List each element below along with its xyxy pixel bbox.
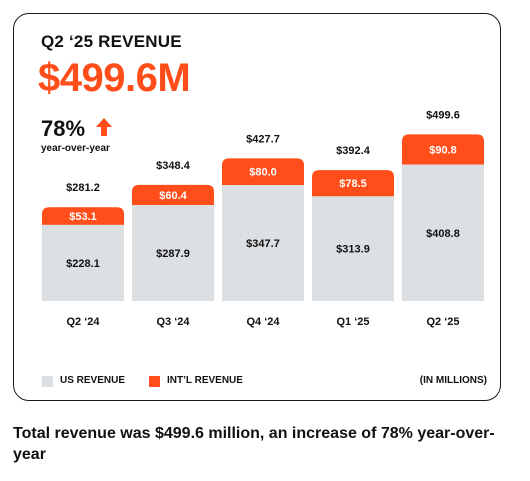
intl-value-label: $60.4 (159, 190, 187, 202)
bar-us-segment (132, 204, 214, 301)
intl-value-label: $53.1 (69, 211, 97, 223)
total-value-label: $499.6 (426, 109, 460, 121)
chart-card (13, 13, 501, 401)
caption-text: Total revenue was $499.6 million, an inc… (13, 425, 495, 463)
bar-intl-segment (222, 158, 304, 186)
total-value-label: $281.2 (66, 182, 100, 194)
x-tick-label: Q2 ‘25 (426, 316, 459, 328)
bar-us-segment (42, 224, 124, 301)
growth-percent: 78% (41, 116, 86, 141)
legend-intl-label: INT’L REVENUE (167, 375, 243, 386)
us-value-label: $313.9 (336, 244, 370, 256)
growth-label: year-over-year (41, 143, 110, 154)
bar-intl-segment (132, 184, 214, 205)
intl-value-label: $90.8 (429, 145, 457, 157)
units-label: (IN MILLIONS) (419, 375, 487, 386)
total-value-label: $392.4 (336, 145, 371, 157)
us-value-label: $347.7 (246, 238, 280, 250)
us-value-label: $287.9 (156, 248, 190, 260)
us-value-label: $408.8 (426, 228, 460, 240)
legend-intl-swatch (149, 376, 160, 387)
bar-us-segment (402, 164, 484, 301)
us-value-label: $228.1 (66, 258, 100, 270)
x-tick-label: Q2 ‘24 (66, 316, 100, 328)
x-tick-label: Q1 ‘25 (336, 316, 369, 328)
bar-intl-segment (42, 207, 124, 225)
bar-intl-segment (312, 170, 394, 197)
legend-us-label: US REVENUE (60, 375, 126, 386)
intl-value-label: $78.5 (339, 178, 367, 190)
chart-title: Q2 ‘25 REVENUE (41, 32, 182, 51)
x-tick-label: Q4 ‘24 (246, 316, 280, 328)
total-value-label: $348.4 (156, 160, 191, 172)
x-tick-label: Q3 ‘24 (156, 316, 190, 328)
up-arrow-icon (96, 118, 112, 136)
headline-revenue: $499.6M (38, 56, 191, 100)
bar-us-segment (222, 185, 304, 301)
legend-us-swatch (42, 376, 53, 387)
bar-intl-segment (402, 134, 484, 165)
intl-value-label: $80.0 (249, 167, 277, 179)
total-value-label: $427.7 (246, 133, 280, 145)
bar-us-segment (312, 196, 394, 301)
